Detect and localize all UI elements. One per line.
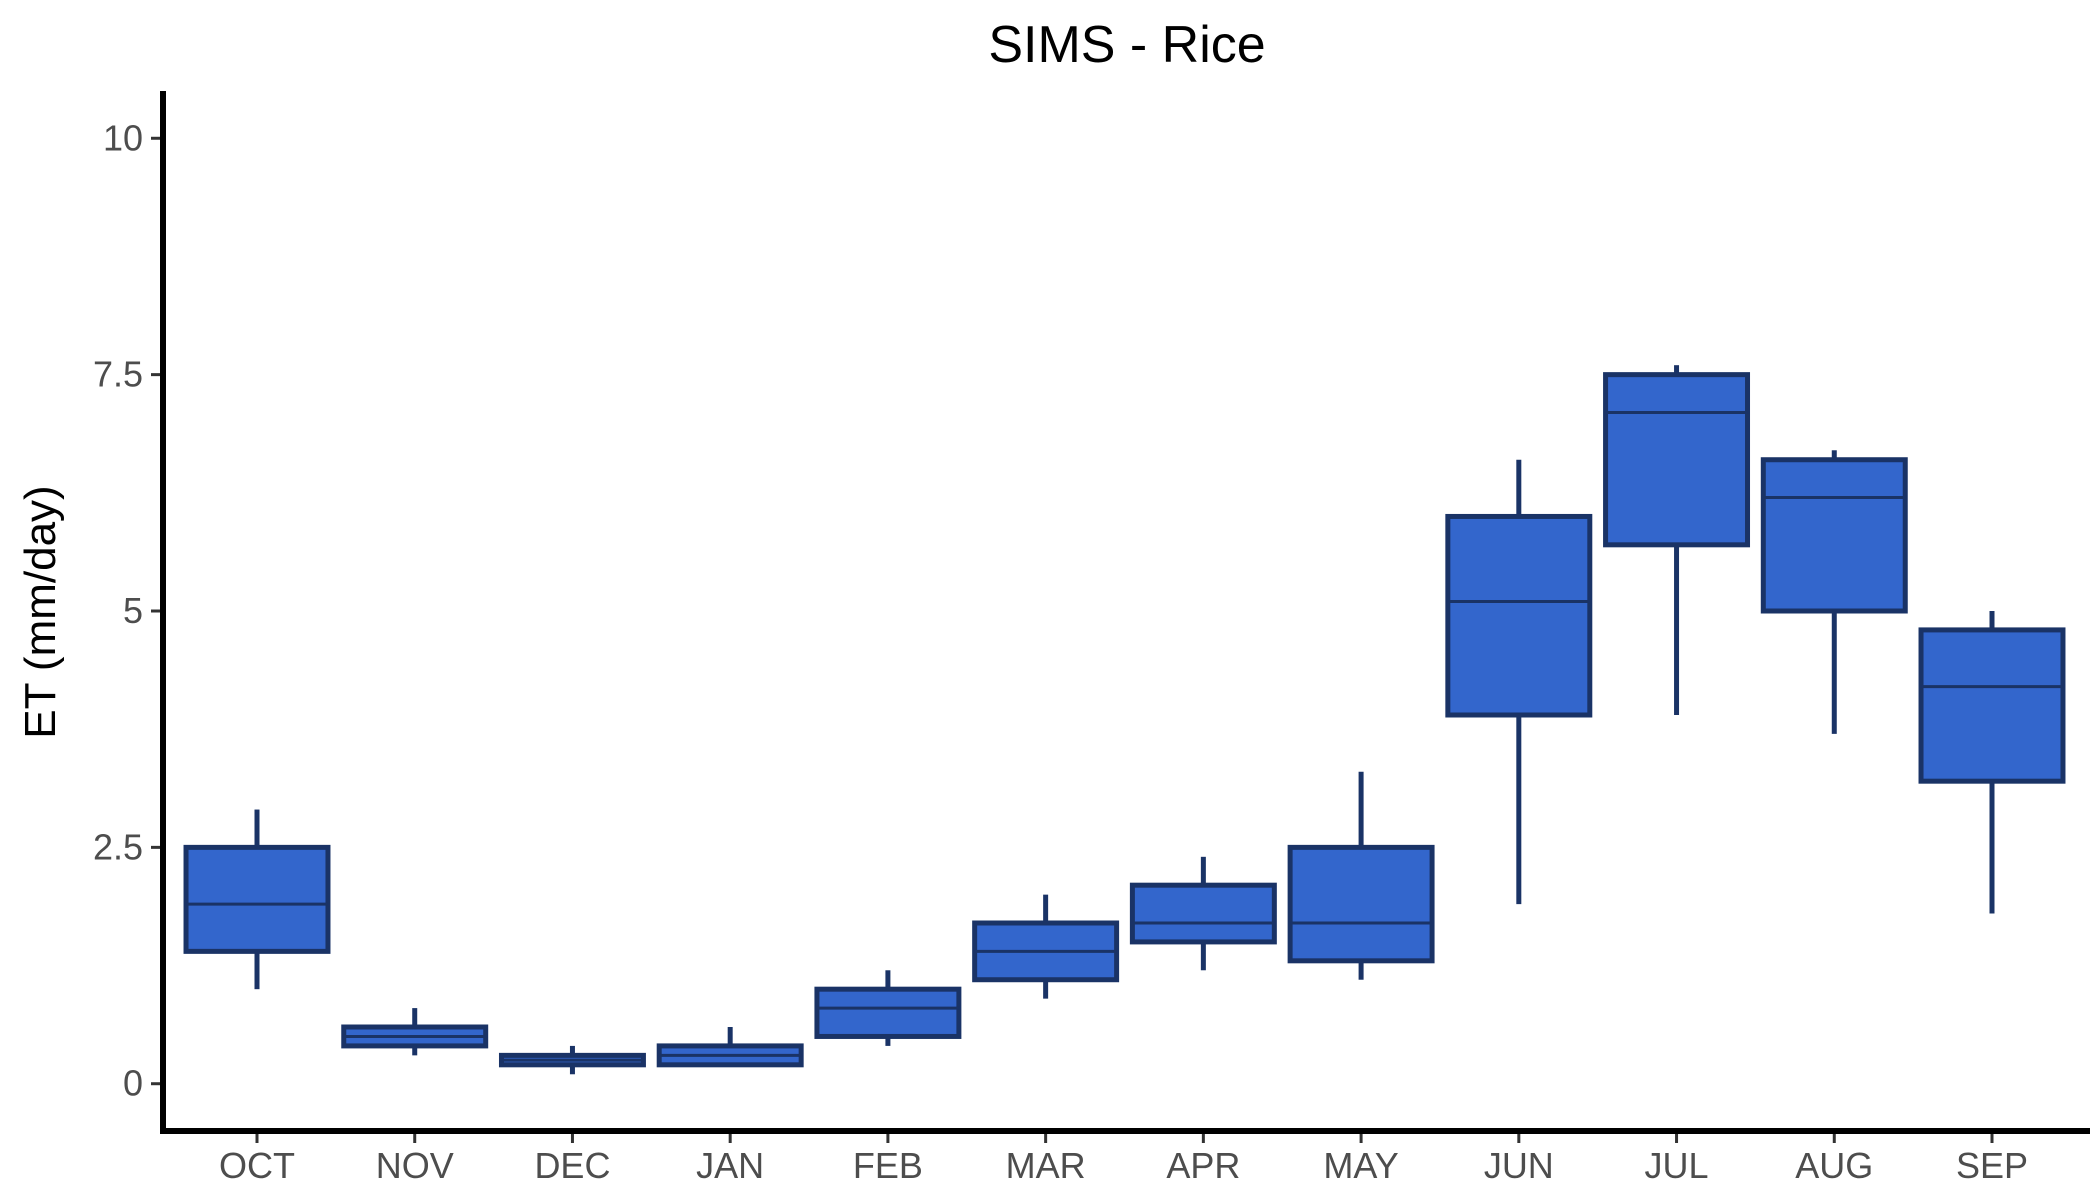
x-tick-label: FEB: [853, 1145, 923, 1186]
x-tick-label: JUL: [1645, 1145, 1709, 1186]
y-tick-label: 0: [123, 1063, 143, 1104]
y-axis-title: ET (mm/day): [16, 485, 65, 738]
box-mar: [972, 894, 1120, 999]
x-tick-label: JAN: [696, 1145, 764, 1186]
box-may: [1287, 771, 1435, 980]
x-tick-label: MAR: [1006, 1145, 1086, 1186]
x-axis-ticks: OCT NOV DEC JAN FEB MAR APR MAY JUN JUL AUG SEP: [219, 1131, 2028, 1186]
box-iqr: [1760, 457, 1908, 614]
x-tick-label: SEP: [1956, 1145, 2028, 1186]
x-tick-label: MAY: [1323, 1145, 1398, 1186]
box-jun: [1445, 459, 1593, 905]
y-tick-label: 5: [123, 590, 143, 631]
box-jan: [656, 1027, 804, 1068]
y-axis-ticks: 0 2.5 5 7.5 10: [93, 117, 163, 1104]
y-tick-label: 10: [103, 117, 143, 158]
box-nov: [341, 1008, 489, 1056]
box-sep: [1918, 611, 2066, 914]
box-iqr: [1287, 844, 1435, 964]
box-jul: [1603, 365, 1751, 715]
chart-title: SIMS - Rice: [988, 16, 1265, 74]
box-iqr: [1445, 513, 1593, 718]
box-iqr: [1918, 627, 2066, 784]
box-iqr: [183, 844, 331, 954]
box-dec: [498, 1045, 646, 1075]
box-oct: [183, 809, 331, 990]
x-tick-label: DEC: [534, 1145, 610, 1186]
box-series: [183, 365, 2066, 1075]
y-tick-label: 7.5: [93, 354, 143, 395]
box-apr: [1129, 856, 1277, 971]
x-tick-label: NOV: [376, 1145, 454, 1186]
x-tick-label: AUG: [1795, 1145, 1873, 1186]
box-aug: [1760, 450, 1908, 734]
x-tick-label: APR: [1166, 1145, 1240, 1186]
box-iqr: [1603, 372, 1751, 548]
box-iqr: [814, 986, 962, 1039]
box-iqr: [1129, 882, 1277, 945]
x-tick-label: OCT: [219, 1145, 295, 1186]
y-tick-label: 2.5: [93, 826, 143, 867]
x-tick-label: JUN: [1484, 1145, 1554, 1186]
box-feb: [814, 970, 962, 1046]
